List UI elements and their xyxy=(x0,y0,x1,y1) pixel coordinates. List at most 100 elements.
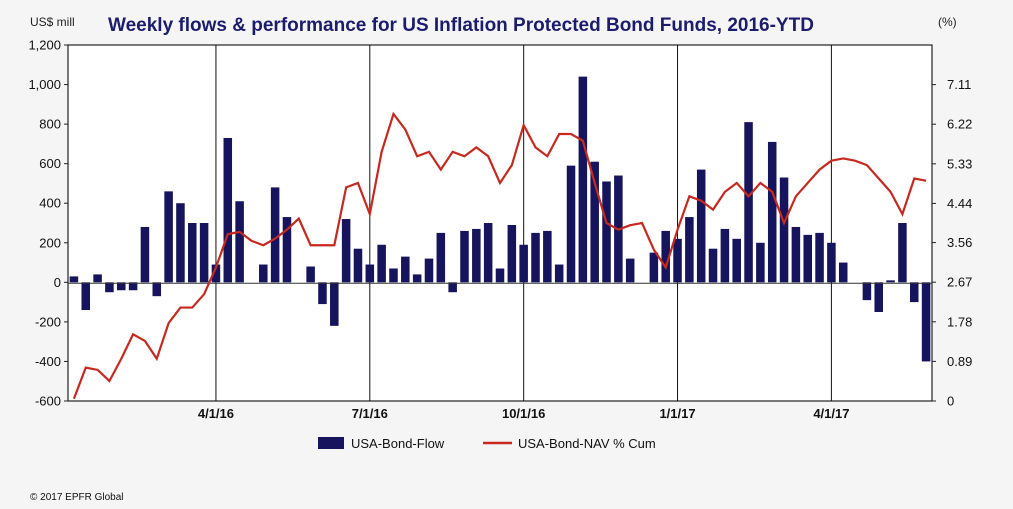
right-axis-ticks: 0 0.89 1.78 2.67 3.56 4.44 5.33 6.22 7.11 xyxy=(932,77,972,409)
x-tick-label: 4/1/17 xyxy=(813,406,849,421)
flow-bar xyxy=(365,264,375,283)
flow-bar xyxy=(590,161,599,283)
left-axis-ticks: -600 -400 -200 0 200 400 600 800 1,000 1,200 xyxy=(28,38,68,409)
flow-bar xyxy=(744,122,753,283)
right-tick-label: 0.89 xyxy=(947,354,972,369)
flow-bar xyxy=(460,230,469,283)
flow-bar xyxy=(756,242,765,283)
flow-bar xyxy=(909,282,919,303)
flow-bar xyxy=(306,266,315,283)
chart-title: Weekly flows & performance for US Inflat… xyxy=(108,15,814,36)
flow-bar xyxy=(602,181,611,283)
left-tick-label: 0 xyxy=(54,275,61,290)
flow-bar xyxy=(199,223,209,283)
flow-bar xyxy=(211,264,221,283)
flow-bar xyxy=(472,228,481,283)
flow-bar xyxy=(128,282,138,291)
flow-bar xyxy=(318,282,327,305)
flow-bar xyxy=(401,256,410,283)
flow-bar xyxy=(69,276,79,283)
right-tick-label: 7.11 xyxy=(947,77,971,92)
flow-bar xyxy=(448,282,457,293)
flow-bar xyxy=(270,187,280,283)
flow-bar xyxy=(93,274,102,283)
flow-bar xyxy=(898,223,907,283)
flow-bar xyxy=(673,238,682,283)
flow-bar xyxy=(661,230,670,283)
flow-bar xyxy=(886,280,895,283)
flow-bar xyxy=(436,232,446,283)
flow-bar xyxy=(377,244,386,283)
legend-label-flow: USA-Bond-Flow xyxy=(351,436,445,451)
right-tick-label: 6.22 xyxy=(947,117,972,132)
right-tick-label: 4.44 xyxy=(947,196,972,211)
flow-bar xyxy=(507,224,517,283)
left-tick-label: -200 xyxy=(35,314,61,329)
flow-bars xyxy=(69,76,931,362)
right-tick-label: 0 xyxy=(947,394,954,409)
legend: USA-Bond-Flow USA-Bond-NAV % Cum xyxy=(318,436,656,451)
flow-bar xyxy=(117,282,126,291)
flow-bar xyxy=(862,282,872,301)
left-tick-label: 400 xyxy=(39,196,61,211)
left-tick-label: 1,200 xyxy=(28,38,61,53)
flow-bar xyxy=(223,137,233,283)
flow-bar xyxy=(282,217,292,283)
flow-bar xyxy=(259,264,268,283)
flow-bar xyxy=(519,244,528,283)
x-tick-label: 10/1/16 xyxy=(502,406,545,421)
flow-bar xyxy=(389,268,398,283)
right-tick-label: 1.78 xyxy=(947,314,972,329)
flow-bar xyxy=(578,76,588,283)
left-axis-unit: US$ mill xyxy=(30,15,75,29)
right-axis-unit: (%) xyxy=(938,15,957,29)
flow-bar xyxy=(543,230,552,283)
x-tick-label: 7/1/16 xyxy=(352,406,388,421)
flow-bar xyxy=(767,141,777,283)
nav-cum-line xyxy=(72,111,927,400)
flow-bar xyxy=(176,203,185,283)
right-tick-label: 2.67 xyxy=(947,275,972,290)
flow-bar xyxy=(412,274,422,283)
flow-bar xyxy=(838,262,848,283)
flow-bar xyxy=(495,268,505,283)
flow-bar xyxy=(531,232,540,283)
x-tick-label: 4/1/16 xyxy=(198,406,234,421)
flow-bar xyxy=(483,223,493,283)
left-tick-label: 800 xyxy=(39,117,61,132)
flow-bar xyxy=(152,282,162,297)
flow-bar xyxy=(353,248,363,283)
right-tick-label: 3.56 xyxy=(947,235,972,250)
flow-bar xyxy=(235,201,244,283)
x-tick-label: 1/1/17 xyxy=(659,406,695,421)
flow-bar xyxy=(424,258,434,283)
copyright: © 2017 EPFR Global xyxy=(30,492,124,503)
left-tick-label: -600 xyxy=(35,394,61,409)
flow-bar xyxy=(708,248,718,283)
flow-bar xyxy=(815,232,824,283)
grid-lines xyxy=(215,45,832,401)
flow-bar xyxy=(81,282,91,311)
plot-area xyxy=(67,44,933,402)
flow-bar xyxy=(105,282,114,293)
left-tick-label: 1,000 xyxy=(28,77,61,92)
flow-bar xyxy=(720,228,730,283)
flow-bar xyxy=(921,282,931,362)
legend-label-nav: USA-Bond-NAV % Cum xyxy=(518,436,656,451)
flow-bar xyxy=(341,219,351,283)
left-tick-label: 600 xyxy=(39,156,61,171)
flow-bar xyxy=(188,223,197,283)
flow-bar xyxy=(554,264,564,283)
flow-bar xyxy=(696,169,706,283)
flow-bar xyxy=(330,282,339,326)
flow-bar xyxy=(140,226,150,283)
left-tick-label: 200 xyxy=(39,235,61,250)
legend-swatch-flow xyxy=(318,437,344,449)
flow-bar xyxy=(649,252,659,283)
flow-bar xyxy=(566,165,576,283)
flow-bar xyxy=(685,217,694,283)
flow-bar xyxy=(827,242,836,283)
flow-bar xyxy=(803,234,812,283)
flow-bar xyxy=(791,226,801,283)
